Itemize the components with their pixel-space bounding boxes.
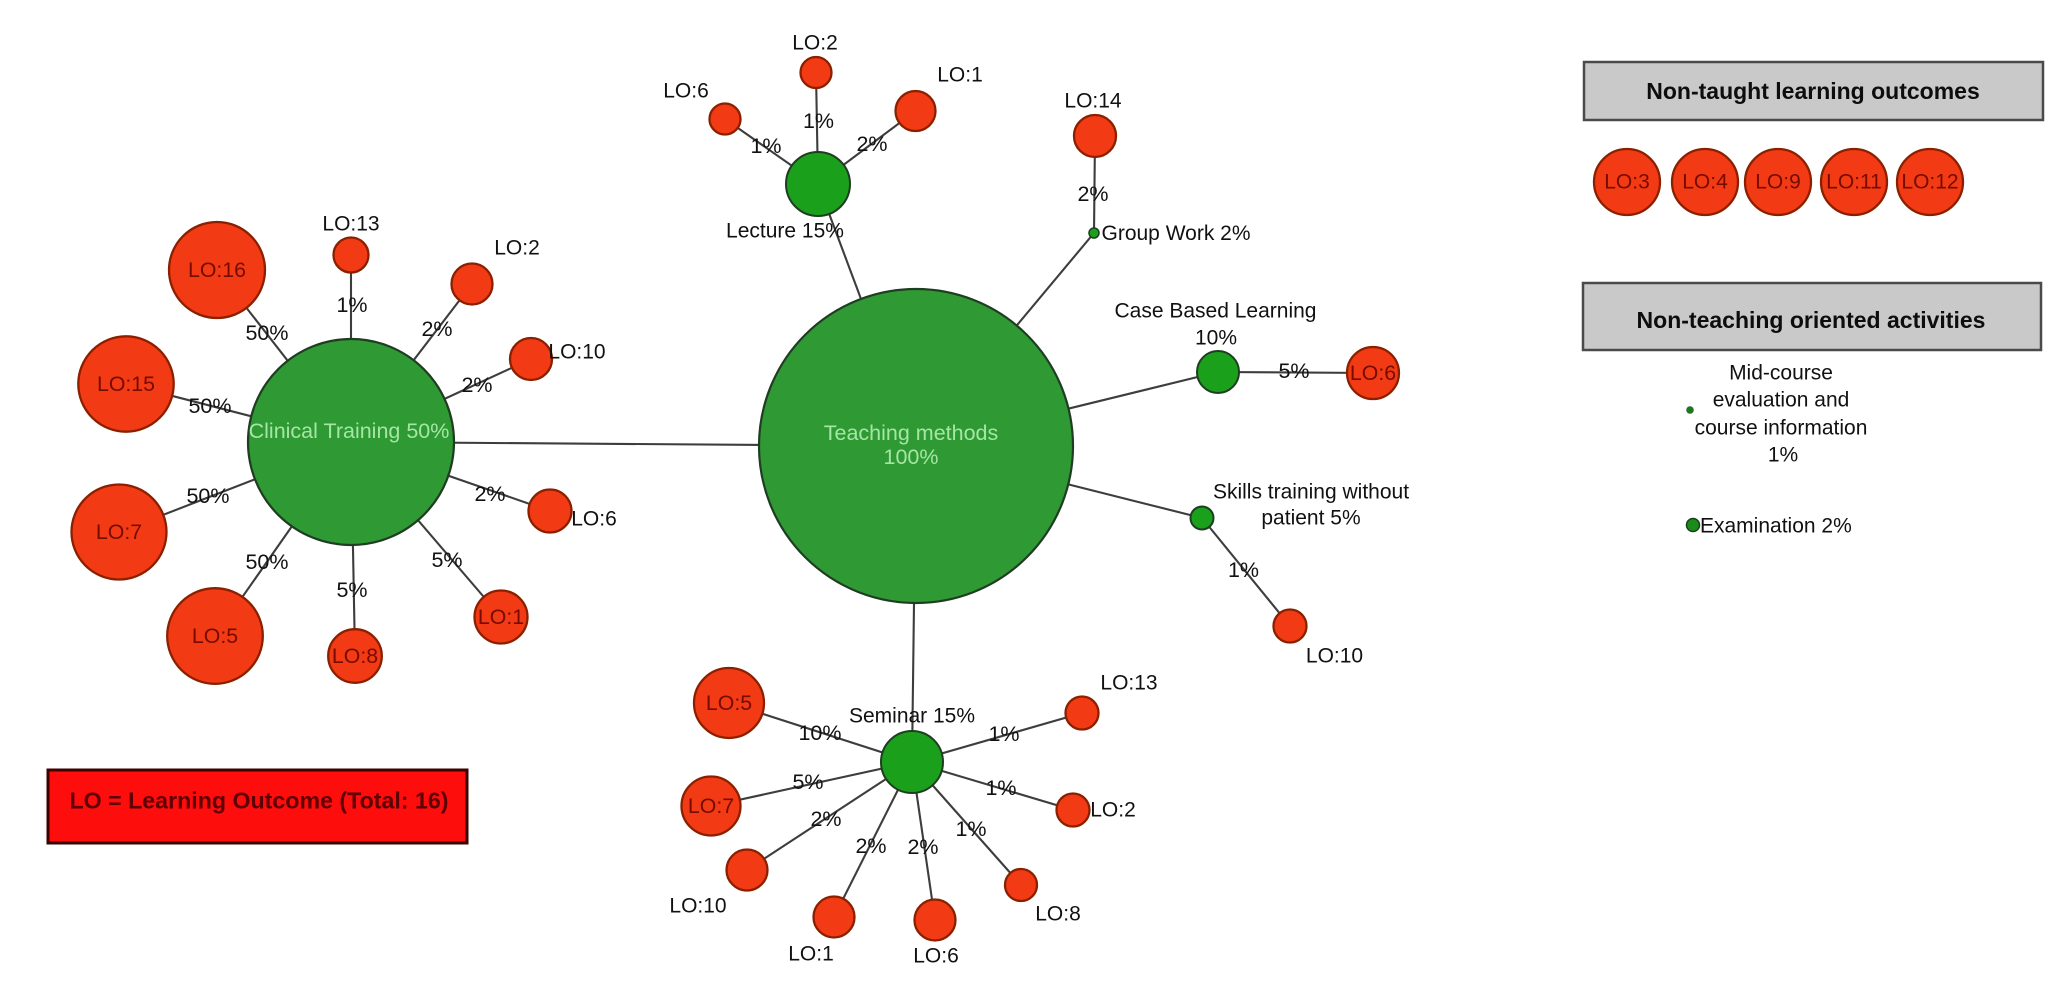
svg-text:LO:15: LO:15 (97, 372, 155, 396)
svg-text:2%: 2% (855, 834, 886, 858)
svg-text:100%: 100% (884, 445, 939, 469)
svg-text:2%: 2% (810, 807, 841, 831)
svg-text:Clinical Training 50%: Clinical Training 50% (249, 419, 450, 443)
svg-text:LO:7: LO:7 (688, 794, 734, 818)
svg-text:Case Based Learning: Case Based Learning (1115, 300, 1317, 323)
svg-text:LO:10: LO:10 (1306, 645, 1363, 668)
svg-text:Non-taught learning outcomes: Non-taught learning outcomes (1646, 78, 1980, 104)
svg-text:Seminar 15%: Seminar 15% (849, 705, 975, 728)
svg-text:2%: 2% (1077, 182, 1108, 206)
svg-text:LO:1: LO:1 (788, 943, 834, 966)
svg-text:LO:8: LO:8 (1035, 903, 1081, 926)
svg-text:5%: 5% (336, 578, 367, 602)
svg-text:LO:13: LO:13 (322, 213, 379, 236)
svg-text:5%: 5% (792, 770, 823, 794)
svg-text:LO:1: LO:1 (937, 64, 983, 87)
svg-text:course information: course information (1695, 417, 1868, 440)
svg-text:LO:12: LO:12 (1901, 171, 1958, 194)
svg-text:2%: 2% (474, 482, 505, 506)
svg-text:1%: 1% (1768, 444, 1798, 467)
svg-text:LO:6: LO:6 (663, 80, 709, 103)
svg-text:LO = Learning Outcome (Total:: LO = Learning Outcome (Total: 16) (70, 788, 449, 814)
svg-text:LO:2: LO:2 (1090, 799, 1136, 822)
svg-text:Skills training without: Skills training without (1213, 481, 1409, 504)
svg-text:LO:13: LO:13 (1100, 672, 1157, 695)
svg-text:1%: 1% (985, 776, 1016, 800)
svg-text:LO:2: LO:2 (494, 237, 540, 260)
svg-text:LO:5: LO:5 (192, 624, 238, 648)
svg-text:Mid-course: Mid-course (1729, 362, 1833, 385)
svg-text:LO:3: LO:3 (1604, 171, 1650, 194)
svg-text:LO:1: LO:1 (478, 605, 524, 629)
svg-text:1%: 1% (803, 109, 834, 133)
svg-text:Examination 2%: Examination 2% (1700, 515, 1852, 538)
svg-text:LO:5: LO:5 (706, 691, 752, 715)
svg-text:50%: 50% (186, 484, 229, 508)
svg-text:10%: 10% (798, 721, 841, 745)
svg-text:LO:14: LO:14 (1064, 90, 1122, 113)
svg-text:LO:16: LO:16 (188, 258, 246, 282)
svg-text:50%: 50% (245, 550, 288, 574)
svg-text:LO:2: LO:2 (792, 32, 838, 55)
svg-text:1%: 1% (750, 134, 781, 158)
svg-text:2%: 2% (461, 373, 492, 397)
svg-text:LO:4: LO:4 (1682, 171, 1728, 194)
svg-text:Teaching methods: Teaching methods (824, 421, 999, 445)
svg-text:LO:8: LO:8 (332, 644, 378, 668)
svg-text:1%: 1% (988, 722, 1019, 746)
svg-text:Non-teaching oriented activiti: Non-teaching oriented activities (1637, 307, 1986, 333)
svg-text:50%: 50% (245, 321, 288, 345)
svg-text:LO:11: LO:11 (1826, 171, 1882, 194)
svg-text:50%: 50% (188, 394, 231, 418)
svg-text:patient 5%: patient 5% (1261, 507, 1360, 530)
svg-text:2%: 2% (421, 317, 452, 341)
svg-text:1%: 1% (955, 817, 986, 841)
svg-text:Lecture 15%: Lecture 15% (726, 220, 844, 243)
svg-text:10%: 10% (1195, 327, 1237, 350)
svg-text:5%: 5% (1278, 359, 1309, 383)
svg-text:1%: 1% (336, 293, 367, 317)
svg-text:2%: 2% (856, 132, 887, 156)
svg-text:LO:10: LO:10 (548, 341, 605, 364)
svg-text:LO:6: LO:6 (571, 508, 617, 531)
svg-text:LO:10: LO:10 (669, 895, 726, 918)
svg-text:LO:7: LO:7 (96, 520, 142, 544)
svg-text:5%: 5% (431, 548, 462, 572)
svg-text:Group Work 2%: Group Work 2% (1102, 222, 1251, 245)
svg-text:2%: 2% (907, 835, 938, 859)
svg-text:evaluation and: evaluation and (1713, 389, 1850, 412)
svg-text:1%: 1% (1228, 558, 1259, 582)
svg-text:LO:9: LO:9 (1755, 171, 1801, 194)
svg-text:LO:6: LO:6 (913, 945, 959, 968)
svg-text:LO:6: LO:6 (1350, 361, 1396, 385)
